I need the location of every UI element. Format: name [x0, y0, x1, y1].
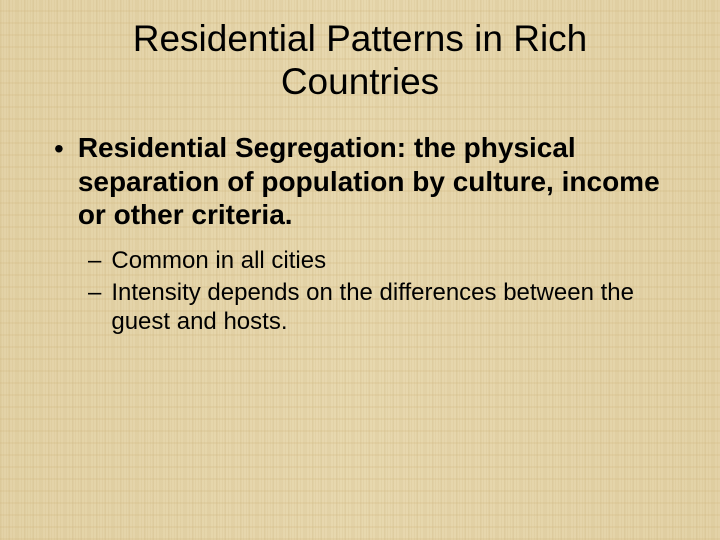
sub-bullet: – Common in all cities — [50, 246, 670, 276]
bullet-marker: – — [88, 278, 101, 337]
sub-bullet-text: Intensity depends on the differences bet… — [111, 278, 670, 337]
slide: Residential Patterns in Rich Countries •… — [0, 0, 720, 540]
main-bullet-text: Residential Segregation: the physical se… — [78, 131, 670, 232]
main-bullet: • Residential Segregation: the physical … — [50, 131, 670, 232]
sub-bullet-text: Common in all cities — [111, 246, 326, 276]
bullet-marker: – — [88, 246, 101, 276]
sub-bullet: – Intensity depends on the differences b… — [50, 278, 670, 337]
bullet-marker: • — [54, 131, 64, 232]
slide-title: Residential Patterns in Rich Countries — [50, 18, 670, 103]
